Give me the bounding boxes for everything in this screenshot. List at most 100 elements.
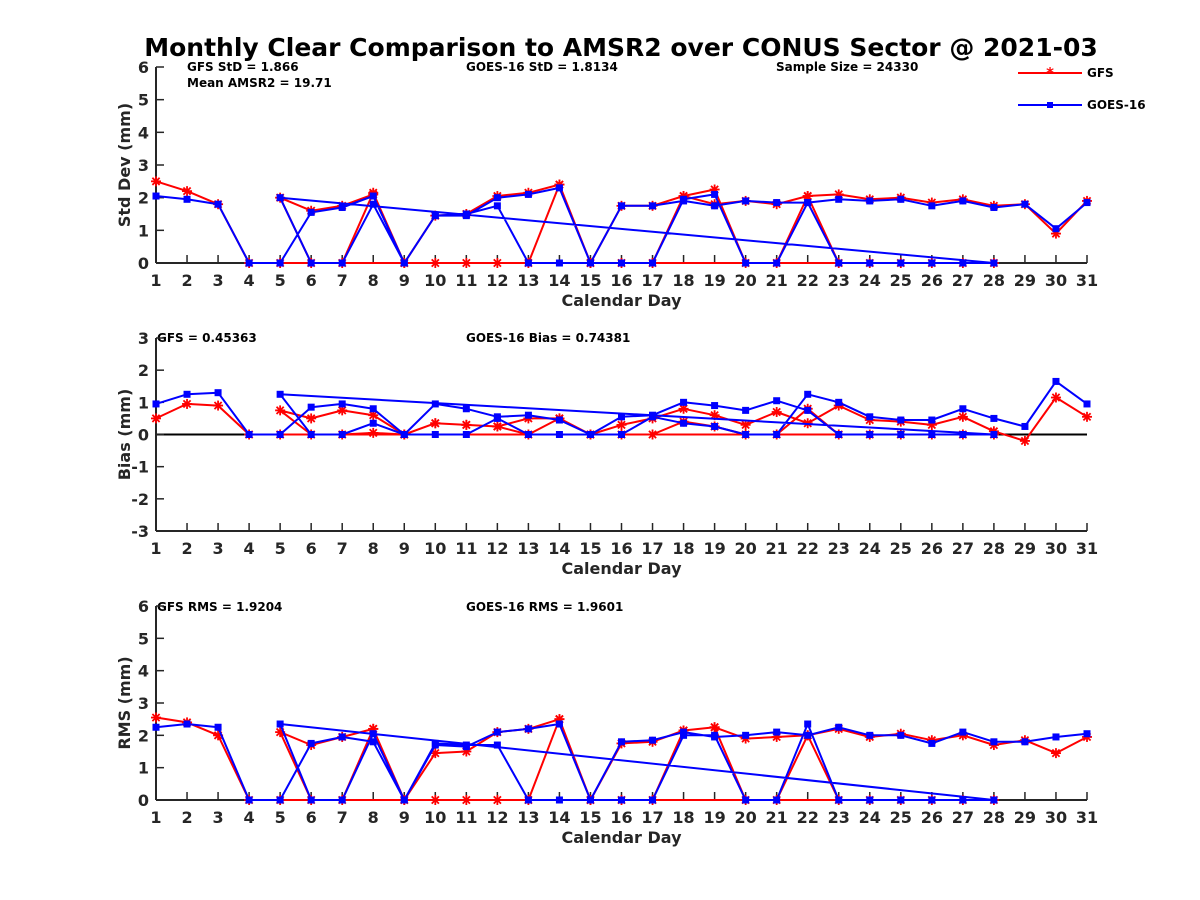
bias-gfs-point (461, 419, 472, 430)
rms-goes-point (400, 796, 408, 804)
bias-x-tick-label: 31 (1076, 539, 1098, 558)
rms-x-tick-label: 14 (548, 808, 570, 827)
rms-goes-point (524, 725, 532, 733)
rms-x-tick-label: 28 (983, 808, 1005, 827)
bias-goes-point (897, 416, 905, 424)
bias-goes-point (711, 402, 719, 410)
rms-x-tick-label: 25 (890, 808, 912, 827)
bias-goes-point (183, 390, 191, 398)
bias-gfs-point (368, 427, 379, 438)
std-dev-goes-point (742, 197, 750, 205)
bias-x-tick-label: 10 (424, 539, 446, 558)
std-dev-goes-point (152, 192, 160, 200)
std-dev-goes-point (400, 259, 408, 267)
rms-goes-point (742, 731, 750, 739)
bias-goes-point (400, 431, 408, 438)
rms-goes-point (990, 796, 998, 804)
bias-goes-point (959, 431, 967, 438)
std-dev-goes-point (586, 259, 594, 267)
rms-gfs-point (492, 795, 503, 805)
rms-gfs-point (1050, 748, 1061, 759)
bias-x-tick-label: 20 (735, 539, 757, 558)
rms-x-tick-label: 8 (368, 808, 379, 827)
rms-goes-point (742, 796, 750, 804)
chart-title: Monthly Clear Comparison to AMSR2 over C… (144, 33, 1098, 62)
gfs-bias-annotation: GFS = 0.45363 (157, 331, 257, 345)
bias-x-tick-label: 17 (641, 539, 663, 558)
bias-goes-point (1021, 422, 1029, 430)
rms-goes-point (773, 796, 781, 804)
bias-gfs-point (306, 413, 317, 424)
rms-x-tick-label: 21 (766, 808, 788, 827)
rms-goes-point (338, 796, 346, 804)
rms-goes-point (276, 720, 284, 728)
rms-goes-point (245, 796, 253, 804)
bias-x-tick-label: 5 (275, 539, 286, 558)
bias-goes-point (338, 400, 346, 408)
std-dev-goes-point (618, 202, 625, 210)
std-dev-x-tick-label: 22 (797, 271, 819, 290)
std-dev-x-tick-label: 15 (579, 271, 601, 290)
bias-gfs-point (151, 413, 161, 424)
std-dev-x-tick-label: 16 (610, 271, 632, 290)
std-dev-x-tick-label: 19 (703, 271, 725, 290)
rms-x-tick-label: 16 (610, 808, 632, 827)
bias-x-tick-label: 12 (486, 539, 508, 558)
std-dev-x-tick-label: 31 (1076, 271, 1098, 290)
rms-goes-point (959, 796, 967, 804)
bias-goes-point (214, 389, 222, 397)
rms-y-axis-label: RMS (mm) (115, 656, 134, 749)
bias-goes-point (990, 414, 998, 422)
bias-goes-point (276, 431, 284, 438)
rms-goes-point (804, 720, 812, 728)
rms-y-tick-label: 5 (138, 629, 149, 648)
bias-y-axis-label: Bias (mm) (115, 389, 134, 481)
gfs-rms-annotation: GFS RMS = 1.9204 (157, 600, 282, 614)
gfs-std-annotation: GFS StD = 1.866 (187, 60, 299, 74)
std-dev-goes-point (990, 259, 998, 267)
rms-y-tick-label: 0 (138, 791, 149, 810)
rms-y-tick-label: 4 (138, 662, 149, 681)
rms-x-tick-label: 20 (735, 808, 757, 827)
rms-goes-point (928, 796, 936, 804)
rms-x-tick-label: 27 (952, 808, 974, 827)
bias-x-tick-label: 27 (952, 539, 974, 558)
std-dev-goes-point (928, 259, 936, 267)
bias-goes-point (928, 431, 936, 438)
std-dev-goes-point (307, 208, 315, 216)
bias-x-tick-label: 4 (244, 539, 255, 558)
rms-x-tick-label: 23 (828, 808, 850, 827)
rms-x-tick-label: 29 (1014, 808, 1036, 827)
rms-gfs-point (461, 795, 472, 805)
rms-gfs-point (709, 722, 720, 733)
std-dev-x-tick-label: 14 (548, 271, 570, 290)
bias-x-tick-label: 9 (399, 539, 410, 558)
bias-x-tick-label: 30 (1045, 539, 1067, 558)
bias-goes-point (990, 431, 998, 438)
rms-goes-point (586, 796, 594, 804)
std-dev-x-tick-label: 29 (1014, 271, 1036, 290)
rms-goes-point (276, 796, 284, 804)
rms-goes-point (835, 723, 843, 731)
bias-goes-point (742, 406, 750, 414)
rms-goes-point (462, 743, 470, 751)
std-dev-x-tick-label: 1 (150, 271, 161, 290)
bias-gfs-point (1050, 392, 1061, 403)
std-dev-gfs-point (182, 186, 193, 197)
bias-goes-point (928, 416, 936, 424)
bias-goes-point (866, 431, 874, 438)
std-dev-x-tick-label: 6 (306, 271, 317, 290)
std-dev-goes-point (276, 259, 284, 267)
bias-goes-point (1083, 400, 1091, 408)
bias-gfs-point (771, 406, 782, 417)
std-dev-goes-point (524, 259, 532, 267)
bias-x-tick-label: 28 (983, 539, 1005, 558)
rms-goes-point (649, 736, 657, 744)
rms-x-tick-label: 15 (579, 808, 601, 827)
std-dev-goes-point (990, 203, 998, 211)
rms-goes-point (835, 796, 843, 804)
rms-goes-point (1021, 738, 1029, 746)
bias-goes-point (338, 431, 346, 438)
rms-panel: GFS RMS = 1.9204 GOES-16 RMS = 1.9601 01… (115, 597, 1098, 847)
bias-goes-point (618, 431, 625, 438)
